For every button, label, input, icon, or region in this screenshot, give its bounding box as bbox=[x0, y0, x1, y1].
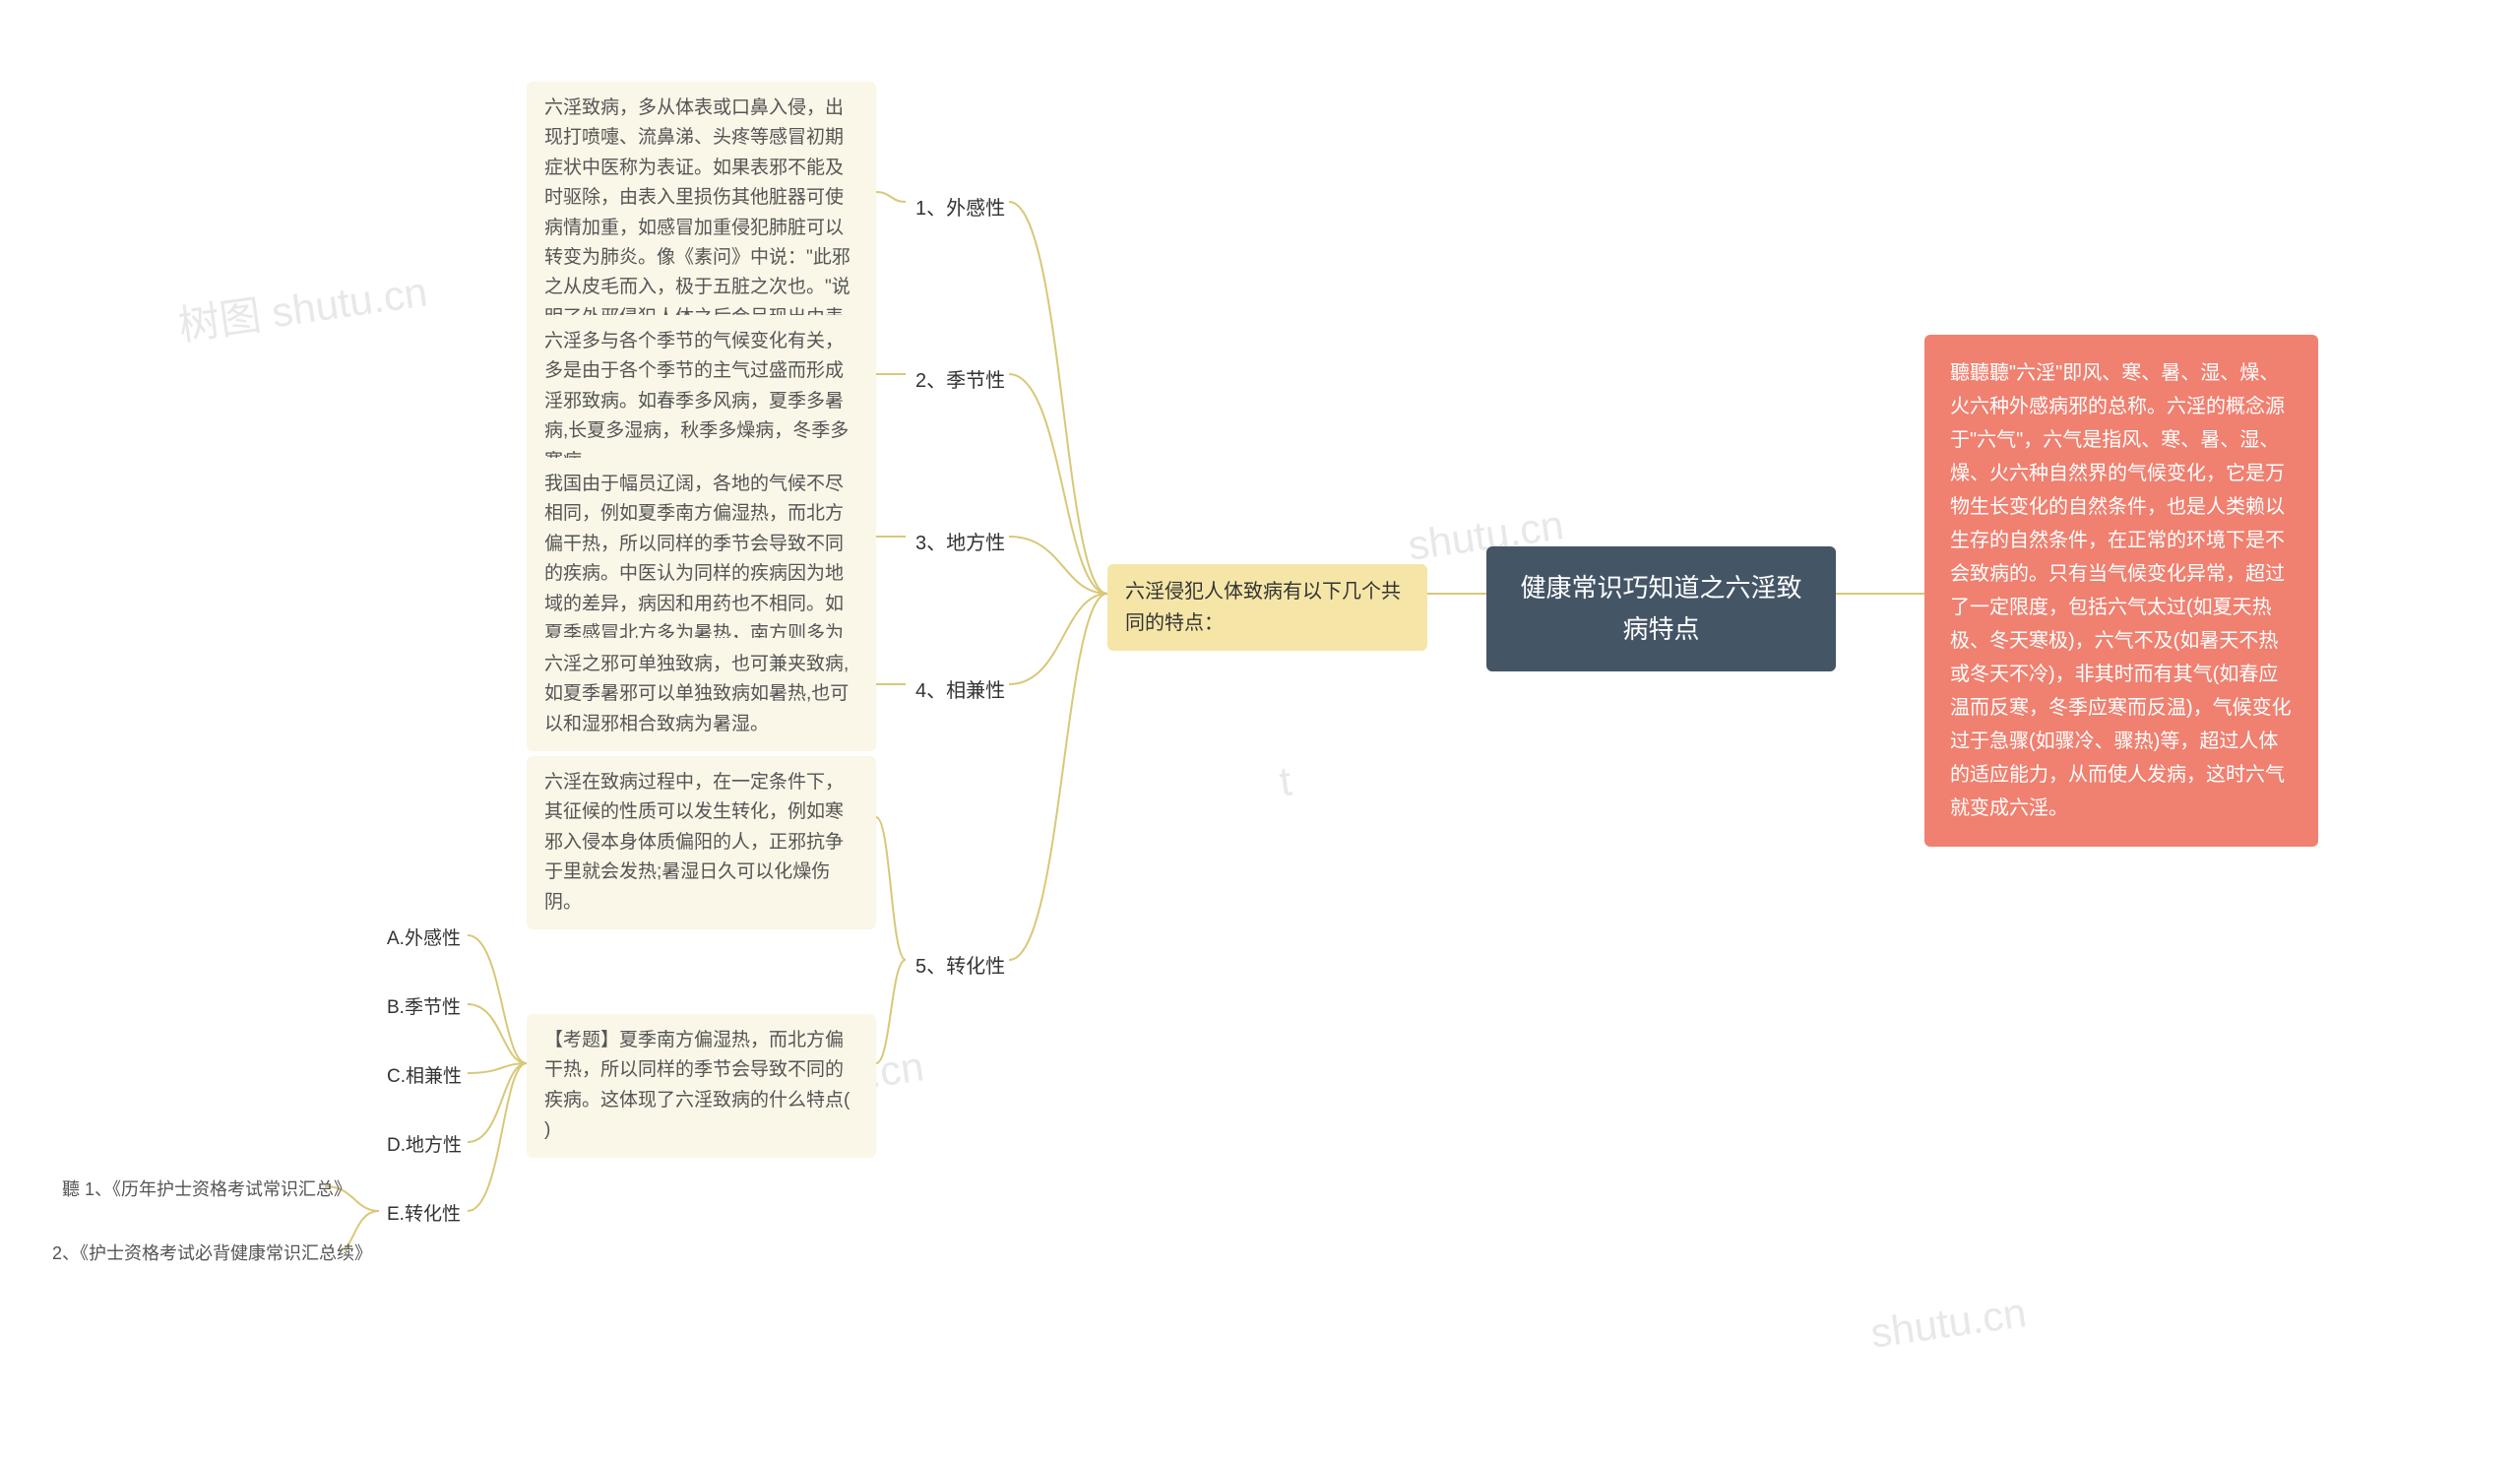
leaf-4[interactable]: 六淫之邪可单独致病，也可兼夹致病,如夏季暑邪可以单独致病如暑热,也可以和湿邪相合… bbox=[527, 638, 876, 751]
ref-2[interactable]: 2、《护士资格考试必背健康常识汇总续》 bbox=[44, 1236, 380, 1272]
ref-1[interactable]: 聽 1、《历年护士资格考试常识汇总》 bbox=[54, 1172, 359, 1208]
question-node[interactable]: 【考题】夏季南方偏湿热，而北方偏干热，所以同样的季节会导致不同的疾病。这体现了六… bbox=[527, 1014, 876, 1158]
leaf-5[interactable]: 六淫在致病过程中，在一定条件下，其征候的性质可以发生转化，例如寒邪入侵本身体质偏… bbox=[527, 756, 876, 929]
branch-3[interactable]: 3、地方性 bbox=[906, 522, 1015, 565]
root-title-line1: 健康常识巧知道之六淫致 bbox=[1520, 573, 1801, 603]
option-c[interactable]: C.相兼性 bbox=[379, 1058, 470, 1096]
description-node[interactable]: 聽聽聽"六淫"即风、寒、暑、湿、燥、火六种外感病邪的总称。六淫的概念源于"六气"… bbox=[1924, 335, 2318, 847]
option-d[interactable]: D.地方性 bbox=[379, 1127, 470, 1165]
branch-1[interactable]: 1、外感性 bbox=[906, 187, 1015, 230]
branch-2[interactable]: 2、季节性 bbox=[906, 359, 1015, 403]
option-a[interactable]: A.外感性 bbox=[379, 921, 469, 958]
root-title-line2: 病特点 bbox=[1622, 614, 1699, 644]
root-node[interactable]: 健康常识巧知道之六淫致 病特点 bbox=[1486, 546, 1836, 671]
option-e[interactable]: E.转化性 bbox=[379, 1196, 469, 1234]
branch-4[interactable]: 4、相兼性 bbox=[906, 669, 1015, 713]
option-b[interactable]: B.季节性 bbox=[379, 989, 469, 1027]
intro-node[interactable]: 六淫侵犯人体致病有以下几个共同的特点： bbox=[1107, 564, 1427, 651]
branch-5[interactable]: 5、转化性 bbox=[906, 945, 1015, 988]
watermark: shutu.cn bbox=[1867, 1289, 2029, 1358]
watermark: 树图 shutu.cn bbox=[174, 259, 430, 353]
watermark: t bbox=[1277, 757, 1294, 805]
